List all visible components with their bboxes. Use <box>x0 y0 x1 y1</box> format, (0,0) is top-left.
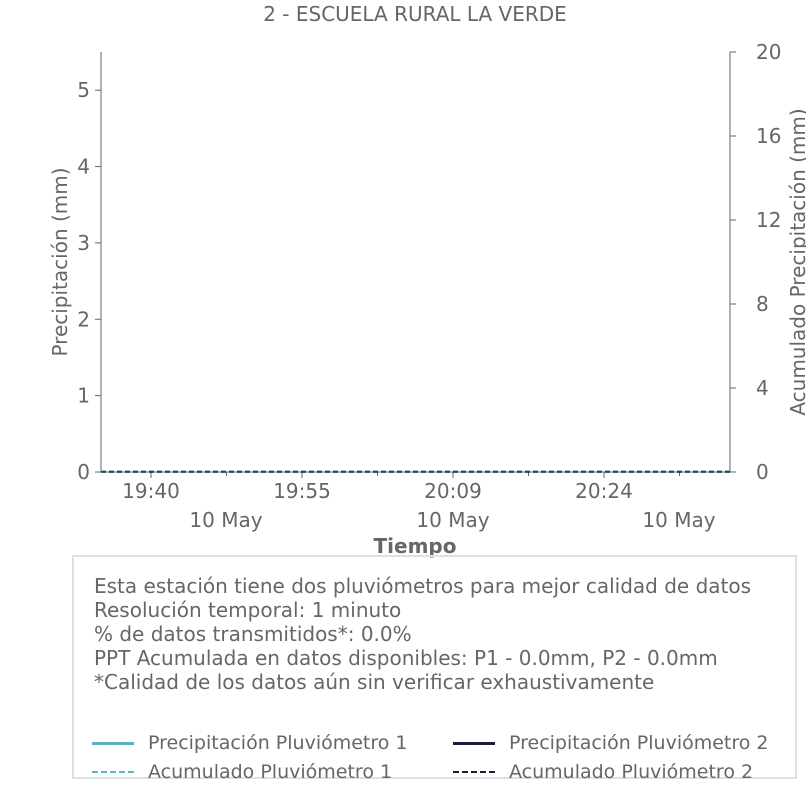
info-line: Resolución temporal: 1 minuto <box>94 598 402 622</box>
chart-title: 2 - ESCUELA RURAL LA VERDE <box>263 2 567 26</box>
y2-tick-label: 0 <box>756 460 769 484</box>
legend-swatch-precip-p2 <box>453 741 495 745</box>
legend-swatch-acum-p1 <box>92 771 134 773</box>
x-tick-date: 10 May <box>642 508 715 532</box>
legend-swatch-acum-p2 <box>453 771 495 773</box>
y2-tick-label: 16 <box>756 124 781 148</box>
info-line: *Calidad de los datos aún sin verificar … <box>94 670 655 694</box>
x-axis-label: Tiempo <box>374 534 457 558</box>
y-axis-label: Precipitación (mm) <box>48 167 72 356</box>
legend-swatch-precip-p1 <box>92 741 134 745</box>
x-tick-date: 10 May <box>416 508 489 532</box>
y2-tick-label: 12 <box>756 208 781 232</box>
y-tick-label: 1 <box>77 384 90 408</box>
y2-tick-label: 4 <box>756 376 769 400</box>
y2-tick-label: 20 <box>756 40 781 64</box>
y-tick-label: 3 <box>77 231 90 255</box>
legend-label: Acumulado Pluviómetro 1 <box>148 761 393 783</box>
legend-item-acum-p2: Acumulado Pluviómetro 2 <box>453 760 753 784</box>
legend-label: Precipitación Pluviómetro 1 <box>148 732 408 754</box>
y-tick-label: 2 <box>77 307 90 331</box>
legend-label: Acumulado Pluviómetro 2 <box>509 761 754 783</box>
legend-label: Precipitación Pluviómetro 2 <box>509 732 769 754</box>
info-line: Esta estación tiene dos pluviómetros par… <box>94 574 752 598</box>
y-tick-label: 4 <box>77 155 90 179</box>
left-y-ticks: 0 1 2 3 4 5 <box>77 78 101 484</box>
y2-axis-label: Acumulado Precipitación (mm) <box>786 108 806 415</box>
y-tick-label: 0 <box>77 460 90 484</box>
legend-item-acum-p1: Acumulado Pluviómetro 1 <box>92 760 392 784</box>
x-ticks: 19:40 19:55 20:09 20:24 10 May 10 May 10 May <box>122 472 716 532</box>
y2-tick-label: 8 <box>756 292 769 316</box>
info-line: PPT Acumulada en datos disponibles: P1 -… <box>94 646 718 670</box>
info-box: Esta estación tiene dos pluviómetros par… <box>72 555 797 783</box>
right-y-ticks: 0 4 8 12 16 20 <box>730 40 781 484</box>
info-line: % de datos transmitidos*: 0.0% <box>94 622 412 646</box>
x-tick-date: 10 May <box>189 508 262 532</box>
legend-item-precip-p1: Precipitación Pluviómetro 1 <box>92 731 408 755</box>
info-text: Esta estación tiene dos pluviómetros par… <box>94 574 751 694</box>
y-tick-label: 5 <box>77 78 90 102</box>
legend-item-precip-p2: Precipitación Pluviómetro 2 <box>453 731 769 755</box>
series-lines <box>101 470 730 473</box>
x-tick-time: 20:09 <box>424 479 482 503</box>
x-tick-time: 19:55 <box>273 479 331 503</box>
x-tick-time: 19:40 <box>122 479 180 503</box>
x-tick-time: 20:24 <box>575 479 633 503</box>
